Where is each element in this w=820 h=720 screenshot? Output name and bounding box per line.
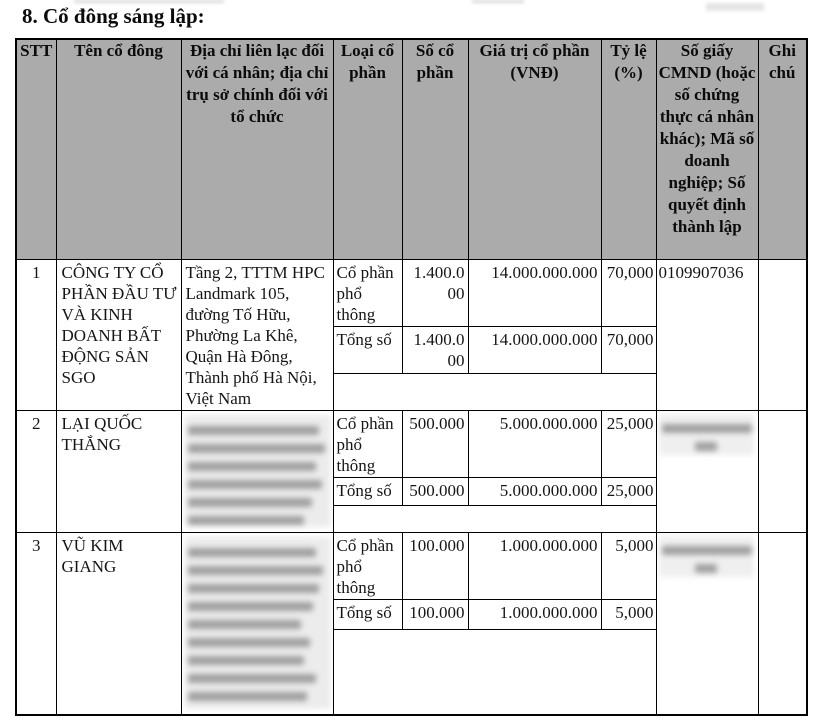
header-stt: STT <box>15 38 57 260</box>
header-id-number: Số giấy CMND (hoặc số chứng thực cá nhân… <box>655 38 759 260</box>
share-count-cell: 500.000 <box>401 476 469 506</box>
address-cell <box>180 531 334 716</box>
share-count-cell: 1.400.000 <box>401 325 469 375</box>
redacted-id-blur <box>658 535 754 577</box>
empty-spacer-cell <box>332 504 657 533</box>
address-cell: Tầng 2, TTTM HPC Landmark 105, đường Tố … <box>180 258 334 411</box>
percentage-cell: 5,000 <box>600 598 657 630</box>
share-type-cell: Tổng số <box>332 598 403 630</box>
notes-cell <box>757 258 808 411</box>
share-type-cell: Cổ phần phổ thông <box>332 409 403 478</box>
id-number-cell: 0109907036 <box>655 258 759 411</box>
header-address: Địa chỉ liên lạc đối với cá nhân; địa ch… <box>180 38 334 260</box>
header-percentage: Tỷ lệ (%) <box>600 38 657 260</box>
empty-spacer-cell <box>332 628 657 716</box>
share-value-cell: 5.000.000.000 <box>467 409 602 478</box>
id-number-cell <box>655 531 759 716</box>
share-type-cell: Tổng số <box>332 325 403 375</box>
address-cell <box>180 409 334 533</box>
redacted-address-blur <box>184 536 331 709</box>
share-count-cell: 100.000 <box>401 598 469 630</box>
percentage-cell: 25,000 <box>600 409 657 478</box>
share-type-cell: Cổ phần phổ thông <box>332 258 403 327</box>
id-number-cell <box>655 409 759 533</box>
percentage-cell: 70,000 <box>600 258 657 327</box>
redacted-address-blur <box>184 414 331 527</box>
shareholder-name-cell: CÔNG TY CỔ PHẦN ĐẦU TƯ VÀ KINH DOANH BẤT… <box>55 258 182 411</box>
header-share-count: Số cổ phần <box>401 38 469 260</box>
share-value-cell: 1.000.000.000 <box>467 598 602 630</box>
share-value-cell: 14.000.000.000 <box>467 258 602 327</box>
table-row-spacer <box>16 373 807 411</box>
table-row: 2 LẠI QUỐC THẮNG Cổ phần phổ thông 500.0… <box>15 409 808 533</box>
table-row-total: Tổng số 1.400.000 14.000.000.000 70,000 <box>16 325 807 375</box>
share-count-cell: 1.400.000 <box>401 258 469 327</box>
header-notes: Ghi chú <box>757 38 808 260</box>
scan-artifact <box>706 3 764 11</box>
header-share-type: Loại cổ phần <box>332 38 403 260</box>
empty-spacer-cell <box>332 373 657 411</box>
redacted-id-blur <box>658 413 754 455</box>
share-count-cell: 100.000 <box>401 531 469 600</box>
founding-shareholders-table: STT Tên cổ đông Địa chỉ liên lạc đối với… <box>15 38 808 716</box>
notes-cell <box>757 531 808 716</box>
notes-cell <box>757 409 808 533</box>
table-row: 3 VŨ KIM GIANG Cổ phần phổ thông 100.000… <box>15 531 808 716</box>
header-shareholder-name: Tên cổ đông <box>55 38 182 260</box>
header-row: STT Tên cổ đông Địa chỉ liên lạc đối với… <box>15 38 808 260</box>
share-value-cell: 1.000.000.000 <box>467 531 602 600</box>
shareholder-name-cell: VŨ KIM GIANG <box>55 531 182 716</box>
percentage-cell: 25,000 <box>600 476 657 506</box>
share-type-cell: Tổng số <box>332 476 403 506</box>
table-row-spacer <box>16 628 807 716</box>
percentage-cell: 70,000 <box>600 325 657 375</box>
share-value-cell: 5.000.000.000 <box>467 476 602 506</box>
share-value-cell: 14.000.000.000 <box>467 325 602 375</box>
scan-artifact <box>74 0 224 3</box>
header-share-value: Giá trị cổ phần (VNĐ) <box>467 38 602 260</box>
table-row-total: Tổng số 100.000 1.000.000.000 5,000 <box>16 598 807 630</box>
shareholder-name-cell: LẠI QUỐC THẮNG <box>55 409 182 533</box>
section-title: 8. Cổ đông sáng lập: <box>22 4 205 28</box>
table-row-spacer <box>16 504 807 533</box>
table-row-total: Tổng số 500.000 5.000.000.000 25,000 <box>16 476 807 506</box>
stt-cell: 3 <box>15 531 57 716</box>
table-row: 1 CÔNG TY CỔ PHẦN ĐẦU TƯ VÀ KINH DOANH B… <box>15 258 808 411</box>
share-count-cell: 500.000 <box>401 409 469 478</box>
percentage-cell: 5,000 <box>600 531 657 600</box>
stt-cell: 1 <box>15 258 57 411</box>
stt-cell: 2 <box>15 409 57 533</box>
share-type-cell: Cổ phần phổ thông <box>332 531 403 600</box>
scan-artifact <box>472 0 524 3</box>
